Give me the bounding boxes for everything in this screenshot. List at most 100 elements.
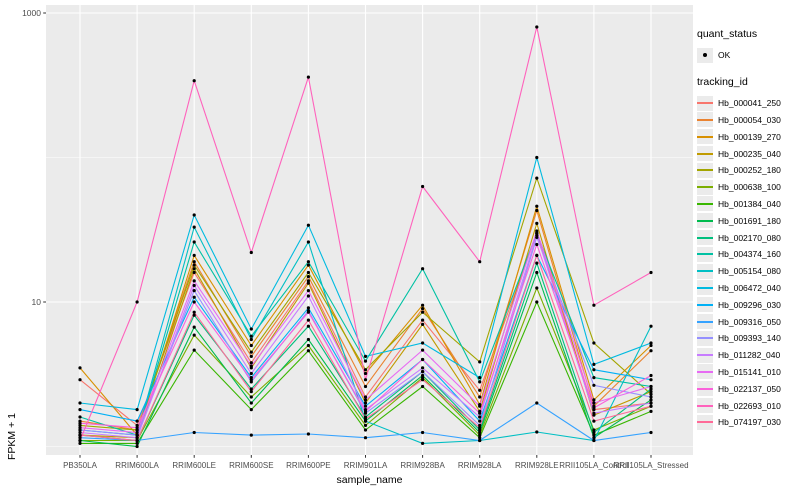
legend-key [697, 263, 713, 279]
data-point [535, 401, 539, 405]
legend-key [697, 95, 713, 111]
legend-item-Hb_011282_040: Hb_011282_040 [697, 347, 797, 364]
legend-key [697, 280, 713, 296]
legend-key-line-icon [697, 387, 713, 390]
legend-item-ok: OK [697, 47, 797, 64]
legend-key-line-icon [697, 421, 713, 424]
data-point [249, 371, 253, 376]
data-point [649, 349, 653, 353]
data-point [249, 343, 253, 348]
data-point [421, 267, 425, 271]
data-point [649, 409, 653, 413]
data-point [249, 380, 253, 384]
legend-label: Hb_000638_100 [718, 182, 781, 193]
data-point [306, 349, 310, 353]
legend-item-Hb_022137_050: Hb_022137_050 [697, 380, 797, 397]
data-point [649, 398, 653, 402]
legend-key [697, 381, 713, 397]
data-point [421, 357, 425, 362]
data-point [78, 408, 82, 412]
y-axis-title: FPKM + 1 [6, 413, 18, 460]
data-point [592, 428, 596, 432]
data-point [306, 337, 310, 342]
data-point [306, 223, 310, 227]
legend-label: Hb_001384_040 [718, 198, 781, 209]
legend-key-line-icon [697, 270, 713, 273]
data-point [363, 423, 368, 427]
data-point [363, 404, 368, 408]
data-point [249, 350, 253, 354]
data-point [192, 263, 196, 267]
legend-item-Hb_002170_080: Hb_002170_080 [697, 229, 797, 246]
data-point [135, 300, 139, 304]
legend-key [697, 196, 713, 212]
data-point [192, 300, 196, 304]
legend-key-line-icon [697, 135, 713, 138]
data-point [306, 432, 310, 436]
legend-key [697, 162, 713, 178]
legend-label: Hb_000252_180 [718, 165, 781, 176]
data-point [249, 390, 253, 394]
x-tick-label: RRII105LA_Stressed [613, 461, 688, 470]
legend-item-Hb_009296_030: Hb_009296_030 [697, 296, 797, 313]
legend-key [697, 146, 713, 162]
data-point [192, 348, 196, 352]
data-point [421, 373, 425, 378]
data-point [535, 221, 539, 225]
data-point [306, 240, 310, 244]
x-tick-label: RRII105LA_Control [559, 461, 629, 470]
data-point [421, 322, 425, 326]
data-point [535, 253, 539, 257]
x-tick-label: RRIM600LE [172, 461, 216, 470]
data-point [535, 242, 539, 247]
data-point [649, 341, 653, 345]
data-point [249, 361, 253, 365]
legend-key-line-icon [697, 186, 713, 189]
legend-label: Hb_074197_030 [718, 417, 781, 428]
data-point [135, 436, 139, 440]
data-point [478, 423, 482, 427]
data-point [649, 404, 653, 408]
data-point [135, 438, 139, 443]
data-point [535, 155, 539, 160]
legend-key [697, 347, 713, 363]
data-point [421, 310, 425, 314]
data-point [78, 436, 82, 440]
data-point [478, 419, 482, 423]
legend-label: Hb_000041_250 [718, 98, 781, 109]
data-point [192, 270, 196, 275]
data-point [306, 289, 310, 293]
data-point [535, 204, 539, 208]
data-point [649, 401, 653, 405]
data-point [649, 390, 653, 394]
data-point [78, 366, 82, 370]
legend-key-line-icon [697, 202, 713, 205]
legend-item-Hb_005154_080: Hb_005154_080 [697, 263, 797, 280]
data-point [421, 441, 425, 445]
data-point [535, 176, 539, 180]
data-point [78, 433, 82, 437]
data-point [192, 260, 196, 264]
data-point [649, 324, 653, 328]
data-point [192, 310, 196, 314]
data-point [363, 409, 368, 413]
legend-label: Hb_000139_270 [718, 131, 781, 142]
data-point [421, 318, 425, 322]
data-point [78, 401, 82, 405]
legend-key-line-icon [697, 303, 713, 306]
legend-label: Hb_004374_160 [718, 249, 781, 260]
data-point [478, 430, 482, 435]
data-point [306, 294, 310, 298]
data-point [306, 343, 310, 348]
data-point [135, 433, 139, 437]
data-point [363, 378, 368, 382]
data-point [535, 235, 539, 239]
legend-key [697, 246, 713, 262]
data-point [649, 270, 653, 275]
legend-label: Hb_009393_140 [718, 333, 781, 344]
data-point [649, 373, 653, 378]
data-point [592, 368, 596, 372]
data-point [592, 303, 596, 307]
data-point [249, 364, 253, 368]
